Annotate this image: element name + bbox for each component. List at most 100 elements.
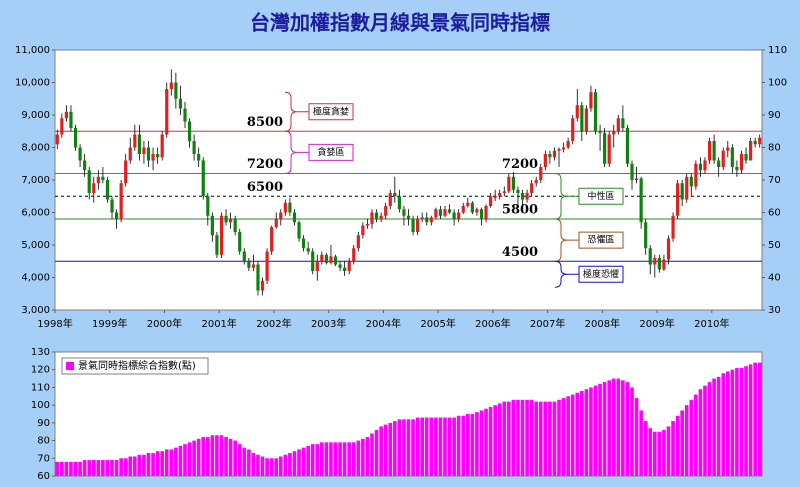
candle-body [589,92,593,109]
zone-box [578,265,624,283]
y2-tick-label: 80 [768,143,781,154]
y-tick-label: 3,000 [21,305,50,316]
bar [602,382,607,476]
candle-body [114,212,119,219]
candle-body [270,227,274,252]
y2-tick-label: 100 [768,78,787,89]
bar [324,442,329,476]
y-tick-label: 130 [31,347,50,358]
candle-body [306,248,310,252]
bar [584,389,589,476]
bar [342,442,347,476]
candle-body [146,147,151,161]
bar [55,461,60,476]
x-tick-label: 2005年 [420,317,455,330]
bar [497,403,502,476]
candle-body [265,251,269,281]
bar [310,444,315,476]
bar [648,428,653,476]
candle-body [96,176,100,184]
bar [735,367,739,476]
bar [707,382,712,476]
candle-body [397,196,401,210]
candle-body [274,219,278,228]
legend-box [61,357,209,375]
bar [552,401,557,476]
candle-body [507,176,511,192]
candle-body [151,154,155,161]
candle-body [552,150,557,158]
candle-body [639,178,643,223]
bar [529,399,534,476]
y2-tick-label: 110 [768,45,787,56]
bar [461,415,466,476]
candle-body [356,235,360,249]
bar [82,460,87,476]
bar [187,442,192,476]
candle-body [493,196,497,198]
bar [621,380,625,476]
y2-tick-label: 30 [768,305,781,316]
bar [429,417,434,476]
bar [415,417,420,476]
bar [739,367,744,476]
candle-body [219,215,224,255]
bar [465,414,470,476]
bar [338,442,342,476]
x-tick-label: 1999年 [92,317,127,330]
bar [370,433,374,476]
candle-body [630,163,634,180]
candle-body [470,202,474,213]
x-tick-label: 2007年 [530,317,565,330]
bar [178,445,183,476]
bar [447,417,452,476]
bar [306,445,310,476]
candle-body [685,176,689,200]
candle-body [92,183,96,193]
bar [78,461,82,476]
candle-body [242,251,246,262]
bar [507,401,511,476]
bar [470,414,475,476]
bar [420,417,425,476]
candle-body [758,137,762,145]
y-tick-label: 4,000 [21,273,50,284]
candle-body [612,131,616,135]
bar [142,454,146,476]
bar [748,364,753,476]
bar [730,369,735,476]
plot-area [54,49,763,311]
candle-body [694,163,698,187]
bar [607,380,612,476]
candle-body [443,209,447,216]
bar [101,460,105,476]
candle-body [260,280,265,291]
bar [424,417,429,476]
candle-body [73,128,78,148]
bar [392,421,397,476]
candle-body [484,206,488,219]
x-tick-label: 2002年 [256,317,291,330]
bar [320,442,324,476]
bar [155,451,160,476]
legend-swatch [66,362,74,370]
candle-body [516,189,520,193]
y2-tick-label: 60 [768,208,781,219]
candle-body [365,223,370,226]
bar [406,419,411,476]
bar [146,452,151,476]
candle-body [502,191,506,193]
candle-body [333,256,338,265]
candle-body [511,176,516,190]
candle-body [676,183,680,216]
candle-body [324,254,328,263]
bar [128,456,133,476]
bar [269,458,274,476]
bar [580,390,584,476]
candle-body [101,176,105,180]
candle-body [644,222,648,249]
candle-body [648,248,652,265]
x-tick-label: 2001年 [201,317,236,330]
candle-body [374,212,379,219]
bar [561,398,566,476]
